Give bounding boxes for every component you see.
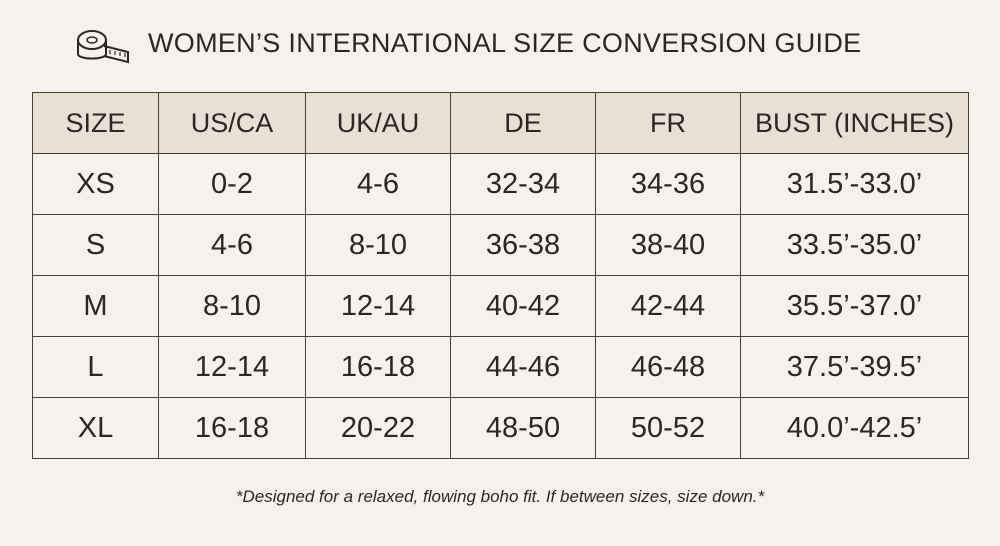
tape-measure-icon [77, 30, 129, 64]
table-cell: 50-52 [595, 397, 741, 459]
table-cell: 33.5’-35.0’ [740, 214, 969, 276]
table-cell: 42-44 [595, 275, 741, 337]
table-cell: 12-14 [158, 336, 306, 398]
table-cell: 37.5’-39.5’ [740, 336, 969, 398]
table-cell: 16-18 [305, 336, 451, 398]
column-header: US/CA [158, 92, 306, 154]
table-cell: 48-50 [450, 397, 596, 459]
table-cell: 4-6 [305, 153, 451, 215]
footnote: *Designed for a relaxed, flowing boho fi… [235, 487, 765, 506]
column-header: FR [595, 92, 741, 154]
table-cell: 16-18 [158, 397, 306, 459]
table-row: M 8-10 12-14 40-42 42-44 35.5’-37.0’ [32, 275, 969, 337]
table-cell: 35.5’-37.0’ [740, 275, 969, 337]
table-cell: L [32, 336, 159, 398]
table-cell: 44-46 [450, 336, 596, 398]
table-cell: 34-36 [595, 153, 741, 215]
size-table: SIZE US/CA UK/AU DE FR BUST (INCHES) XS 0-2 4-6… [32, 92, 969, 459]
column-header: BUST (INCHES) [740, 92, 969, 154]
table-row: L 12-14 16-18 44-46 46-48 37.5’-39.5’ [32, 336, 969, 398]
table-cell: 12-14 [305, 275, 451, 337]
table-cell: 36-38 [450, 214, 596, 276]
table-cell: 0-2 [158, 153, 306, 215]
table-cell: 8-10 [305, 214, 451, 276]
table-cell: XL [32, 397, 159, 459]
table-cell: XS [32, 153, 159, 215]
table-cell: 20-22 [305, 397, 451, 459]
table-row: S 4-6 8-10 36-38 38-40 33.5’-35.0’ [32, 214, 969, 276]
table-cell: 46-48 [595, 336, 741, 398]
table-cell: 40-42 [450, 275, 596, 337]
column-header: UK/AU [305, 92, 451, 154]
column-header: SIZE [32, 92, 159, 154]
table-cell: 4-6 [158, 214, 306, 276]
table-cell: 31.5’-33.0’ [740, 153, 969, 215]
table-cell: 32-34 [450, 153, 596, 215]
table-cell: S [32, 214, 159, 276]
table-cell: 8-10 [158, 275, 306, 337]
table-cell: M [32, 275, 159, 337]
table-cell: 38-40 [595, 214, 741, 276]
column-header: DE [450, 92, 596, 154]
header-row: SIZE US/CA UK/AU DE FR BUST (INCHES) [32, 92, 969, 154]
title: WOMEN’S INTERNATIONAL SIZE CONVERSION GU… [148, 28, 862, 58]
table-row: XL 16-18 20-22 48-50 50-52 40.0’-42.5’ [32, 397, 969, 459]
table-row: XS 0-2 4-6 32-34 34-36 31.5’-33.0’ [32, 153, 969, 215]
table-cell: 40.0’-42.5’ [740, 397, 969, 459]
